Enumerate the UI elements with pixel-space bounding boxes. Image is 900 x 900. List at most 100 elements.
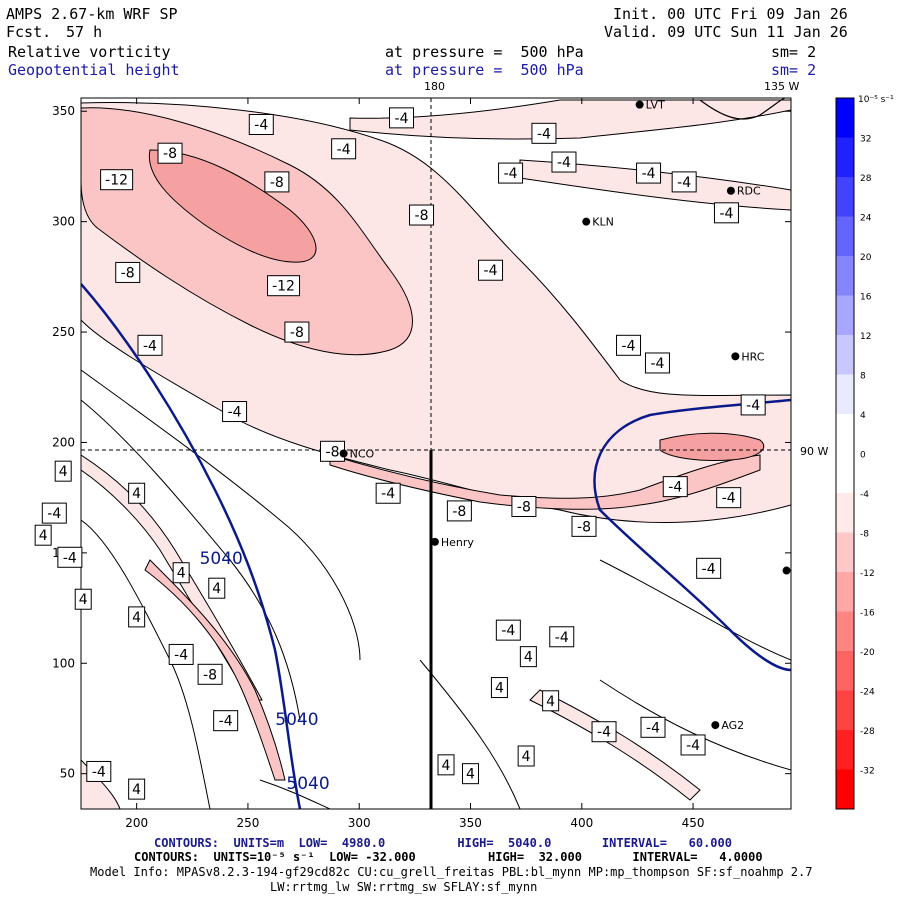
contour-label: 4 xyxy=(34,524,52,546)
contour-label: 4 xyxy=(128,482,146,504)
contour-label-value: -4 xyxy=(650,356,664,372)
contour-label-value: -4 xyxy=(702,561,716,577)
contour-label-value: -4 xyxy=(501,623,515,639)
contour-label-box xyxy=(616,334,642,356)
station-label: RDC xyxy=(737,185,761,198)
y-tick-label: 200 xyxy=(52,435,75,449)
contour-label-box xyxy=(636,162,662,184)
lon-180-label: 180 xyxy=(424,80,445,93)
contour-label: -4 xyxy=(375,482,401,504)
height-labels: 5040 5040 5040 xyxy=(200,549,330,794)
contour-label-box xyxy=(551,151,577,173)
contour-label-value: -4 xyxy=(646,720,660,736)
contour-label-box xyxy=(197,663,223,685)
colorbar-swatch xyxy=(836,651,854,691)
contour-label: -12 xyxy=(267,275,301,297)
contour-label: -8 xyxy=(571,515,597,537)
contour-label: -4 xyxy=(495,619,521,641)
contour-label-box xyxy=(671,171,697,193)
contour-label-box xyxy=(267,275,301,297)
colorbar-swatch xyxy=(836,137,854,178)
contour-label: -4 xyxy=(389,107,415,129)
contour-label: -4 xyxy=(636,162,662,184)
y-tick-label: 50 xyxy=(60,767,75,781)
station-label: AG2 xyxy=(721,719,744,732)
colorbar-frame xyxy=(835,97,855,810)
contour-label: -4 xyxy=(248,113,274,135)
contour-label: -8 xyxy=(320,440,346,462)
contour-label: -8 xyxy=(409,204,435,226)
vorticity-labels: -8 -4 -4 -4 -4 -4 -4 -4 -4 -12 -8 -8 -4 -8 -12 -4 -8 -4 -4… xyxy=(34,107,766,800)
colorbar-tick-label: 8 xyxy=(860,372,866,382)
vorticity-fill-sw-strip-2 xyxy=(144,559,286,781)
contour-label-value: -8 xyxy=(326,444,340,460)
contour-label: -8 xyxy=(197,663,223,685)
colorbar-swatch xyxy=(836,98,854,138)
contour-label-box xyxy=(446,500,472,522)
vorticity-contour-plus4-e xyxy=(599,559,791,661)
colorbar-swatch xyxy=(836,572,854,612)
footer-physics: LW:rrtmg_lw SW:rrtmg_sw SFLAY:sf_mynn xyxy=(270,880,538,894)
contour-label: 4 xyxy=(74,588,92,610)
height-contour-label: 5040 xyxy=(275,710,318,730)
contour-label: -8 xyxy=(284,321,310,343)
contour-label: 4 xyxy=(172,562,190,584)
colorbar: 32 28 24 20 16 12 8 4 0 -4 -8 -12 -16 -20 -24 -28 -32 xyxy=(835,97,875,810)
contour-label-value: -4 xyxy=(746,398,760,414)
contour-label-box xyxy=(264,171,290,193)
contour-label-value: 4 xyxy=(524,650,533,666)
x-tick-label: 300 xyxy=(348,816,371,830)
contour-label: -4 xyxy=(86,760,112,782)
contour-label: -4 xyxy=(696,557,722,579)
contour-label-box xyxy=(128,606,146,628)
forecast-label: Fcst. xyxy=(6,23,52,41)
lon-135w-label: 135 W xyxy=(764,80,799,93)
colorbar-unit: 10⁻⁵ s⁻¹ xyxy=(858,95,894,105)
contour-label-value: -4 xyxy=(642,166,656,182)
footer-vorticity-contours: CONTOURS: UNITS=10⁻⁵ s⁻¹ LOW= -32.000 HI… xyxy=(134,850,763,864)
contour-label-value: -8 xyxy=(577,519,591,535)
contour-label-box xyxy=(662,476,688,498)
station-marker xyxy=(582,217,591,226)
contour-label-box xyxy=(461,763,479,785)
colorbar-tick-label: 32 xyxy=(860,135,871,145)
contour-label-value: -4 xyxy=(686,738,700,754)
contour-label-box xyxy=(284,321,310,343)
y-tick-label: 250 xyxy=(52,325,75,339)
colorbar-swatch xyxy=(836,295,854,336)
colorbar-swatch xyxy=(836,690,854,731)
station-label: NCO xyxy=(350,448,375,461)
contour-label-box xyxy=(248,113,274,135)
contour-label-value: -4 xyxy=(557,155,571,171)
contour-label-value: 4 xyxy=(212,581,221,597)
field1-name: Relative vorticity xyxy=(8,43,171,61)
valid-time: Valid. 09 UTC Sun 11 Jan 26 xyxy=(604,23,848,41)
contour-label-box xyxy=(54,460,72,482)
contour-label: 4 xyxy=(517,745,535,767)
contour-label: -4 xyxy=(713,202,739,224)
contour-label-value: -4 xyxy=(395,111,409,127)
contour-label-box xyxy=(128,778,146,800)
contour-label: -4 xyxy=(41,502,67,524)
colorbar-swatch xyxy=(836,730,854,770)
contour-label-box xyxy=(478,259,504,281)
x-tick-label: 450 xyxy=(682,816,705,830)
colorbar-swatch xyxy=(836,374,854,415)
contour-label: -8 xyxy=(264,171,290,193)
vorticity-fill-right-band xyxy=(519,159,791,211)
contour-label-value: -4 xyxy=(622,338,636,354)
contour-label: -4 xyxy=(478,259,504,281)
colorbar-swatch xyxy=(836,532,854,573)
station-marker xyxy=(635,100,644,109)
colorbar-swatch xyxy=(836,216,854,257)
contour-label-box xyxy=(57,546,83,568)
contour-label-box xyxy=(128,482,146,504)
colorbar-swatch xyxy=(836,177,854,217)
contour-label: -4 xyxy=(671,171,697,193)
field2-name: Geopotential height xyxy=(8,61,180,79)
station-label: KLN xyxy=(592,216,614,229)
contour-label: 4 xyxy=(54,460,72,482)
contour-label: -8 xyxy=(115,261,141,283)
colorbar-swatch xyxy=(836,493,854,533)
contour-label: -4 xyxy=(740,394,766,416)
